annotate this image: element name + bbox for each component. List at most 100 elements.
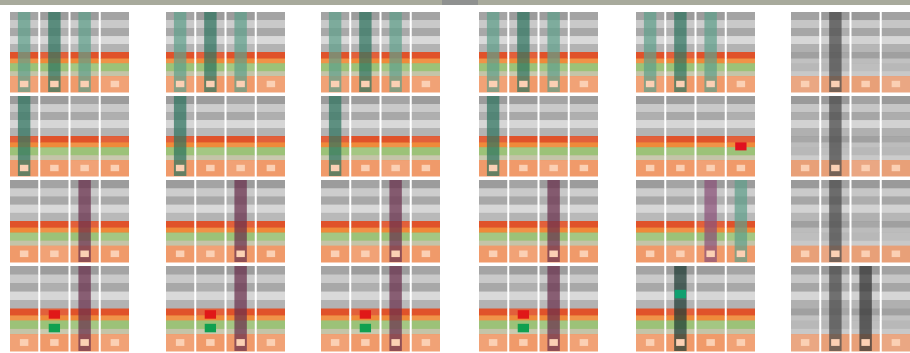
band — [257, 309, 285, 316]
band — [882, 155, 910, 160]
marker — [176, 165, 184, 171]
band — [382, 147, 410, 156]
band — [321, 283, 349, 292]
band — [166, 320, 194, 329]
band — [257, 205, 285, 214]
band — [412, 12, 440, 21]
band — [412, 136, 440, 143]
band — [570, 309, 598, 316]
band — [166, 283, 194, 292]
accent — [360, 310, 371, 319]
band — [479, 213, 507, 222]
band — [697, 128, 725, 137]
band — [479, 228, 507, 233]
band — [196, 205, 224, 214]
band — [882, 142, 910, 147]
band — [791, 96, 819, 105]
band — [479, 320, 507, 329]
band — [196, 266, 224, 275]
band — [257, 52, 285, 59]
band — [412, 221, 440, 228]
marker — [391, 251, 399, 258]
column-overlay — [487, 12, 499, 92]
band — [882, 329, 910, 335]
band — [40, 266, 68, 275]
column-overlay — [859, 266, 871, 351]
band — [509, 221, 537, 228]
band — [636, 136, 664, 143]
band — [666, 128, 694, 137]
band — [791, 315, 819, 321]
band — [570, 329, 598, 335]
glyph-panel — [321, 12, 440, 352]
band — [666, 147, 694, 156]
band — [321, 292, 349, 301]
band — [101, 309, 129, 316]
band — [40, 196, 68, 205]
band — [509, 96, 537, 105]
column-overlay — [674, 12, 686, 92]
band — [727, 44, 755, 53]
accent — [205, 324, 216, 333]
band — [10, 213, 38, 222]
band — [257, 20, 285, 29]
band — [636, 112, 664, 121]
column-overlay — [234, 180, 246, 262]
marker — [111, 251, 119, 258]
band — [727, 128, 755, 137]
band — [882, 315, 910, 321]
band — [791, 205, 819, 214]
band — [697, 104, 725, 113]
band — [666, 136, 694, 143]
band — [882, 12, 910, 21]
band — [351, 196, 379, 205]
band — [570, 213, 598, 222]
band — [196, 188, 224, 197]
band — [791, 20, 819, 29]
band — [570, 28, 598, 37]
marker — [549, 81, 557, 87]
band — [570, 104, 598, 113]
band — [166, 266, 194, 275]
band — [882, 112, 910, 121]
band — [479, 329, 507, 335]
band — [40, 147, 68, 156]
band — [10, 228, 38, 233]
band — [40, 221, 68, 228]
band — [71, 155, 99, 160]
band — [636, 221, 664, 228]
band — [412, 266, 440, 275]
band — [570, 58, 598, 63]
column-overlay — [18, 96, 30, 176]
marker — [580, 81, 588, 87]
band — [40, 283, 68, 292]
band — [666, 188, 694, 197]
band — [570, 275, 598, 284]
marker — [422, 251, 430, 258]
marker — [176, 339, 184, 346]
band — [101, 221, 129, 228]
marker — [676, 81, 684, 87]
band — [509, 120, 537, 129]
band — [570, 36, 598, 45]
band — [791, 136, 819, 143]
band — [257, 120, 285, 129]
band — [791, 147, 819, 156]
marker — [20, 81, 28, 87]
band — [697, 96, 725, 105]
band — [101, 180, 129, 189]
band — [791, 275, 819, 284]
band — [71, 112, 99, 121]
band — [227, 142, 255, 147]
band — [321, 196, 349, 205]
band — [636, 266, 664, 275]
column-overlay — [389, 12, 401, 92]
band — [351, 213, 379, 222]
band — [196, 180, 224, 189]
marker — [519, 339, 527, 346]
band — [257, 300, 285, 309]
band — [540, 155, 568, 160]
band — [882, 136, 910, 143]
band — [40, 180, 68, 189]
band — [791, 63, 819, 71]
